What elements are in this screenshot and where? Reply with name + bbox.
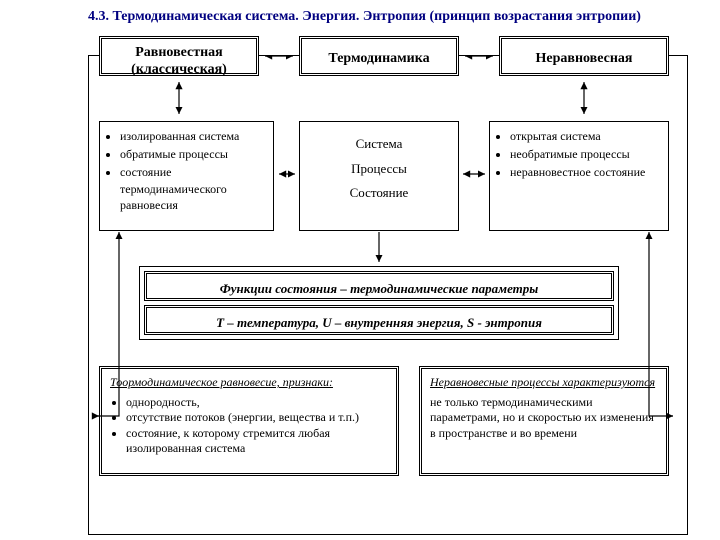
node-equilibrium: Равновестная (классическая)	[99, 36, 259, 76]
neq-char-text: не только термодинамическими параметрами…	[430, 395, 658, 442]
sps-2: Процессы	[304, 157, 454, 182]
eq-prop-1: изолированная система	[120, 128, 267, 144]
node-thermodynamics-label: Термодинамика	[328, 51, 429, 66]
node-thermodynamics: Термодинамика	[299, 36, 459, 76]
state-functions-row1: Функции состояния – термодинамические па…	[144, 271, 614, 301]
eq-signs-title: Тоормодинамическое равновесие, признаки:	[110, 375, 388, 391]
node-equilibrium-l1: Равновестная	[135, 45, 223, 60]
sps-3: Состояние	[304, 181, 454, 206]
neq-char-title: Неравновесные процессы характеризуются	[430, 375, 658, 391]
eq-prop-2: обратимые процессы	[120, 146, 267, 162]
node-equilibrium-signs: Тоормодинамическое равновесие, признаки:…	[99, 366, 399, 476]
node-equilibrium-l2: (классическая)	[131, 62, 227, 77]
neq-prop-3: неравновестное состояние	[510, 164, 662, 180]
eq-sign-2: отсутствие потоков (энергии, вещества и …	[126, 410, 388, 426]
state-functions-row2: T – температура, U – внутренняя энергия,…	[144, 305, 614, 335]
neq-prop-2: необратимые процессы	[510, 146, 662, 162]
eq-sign-1: однородность,	[126, 395, 388, 411]
eq-prop-3: состояние термодинамического равновесия	[120, 164, 267, 213]
section-heading: 4.3. Термодинамическая система. Энергия.…	[88, 8, 690, 27]
node-nonequilibrium-label: Неравновесная	[536, 51, 633, 66]
node-equilibrium-props: изолированная система обратимые процессы…	[99, 121, 274, 231]
eq-sign-3: состояние, к которому стремится любая из…	[126, 426, 388, 457]
node-noneq-characterized: Неравновесные процессы характеризуются н…	[419, 366, 669, 476]
node-system-processes-state: Система Процессы Состояние	[299, 121, 459, 231]
state-functions-row1-text: Функции состояния – термодинамические па…	[220, 281, 539, 296]
diagram-outer-frame: Равновестная (классическая) Термодинамик…	[88, 55, 688, 535]
state-functions-row2-text: T – температура, U – внутренняя энергия,…	[216, 315, 542, 330]
sps-1: Система	[304, 132, 454, 157]
neq-prop-1: открытая система	[510, 128, 662, 144]
node-state-functions-wrap: Функции состояния – термодинамические па…	[139, 266, 619, 340]
node-nonequilibrium-props: открытая система необратимые процессы не…	[489, 121, 669, 231]
node-nonequilibrium: Неравновесная	[499, 36, 669, 76]
